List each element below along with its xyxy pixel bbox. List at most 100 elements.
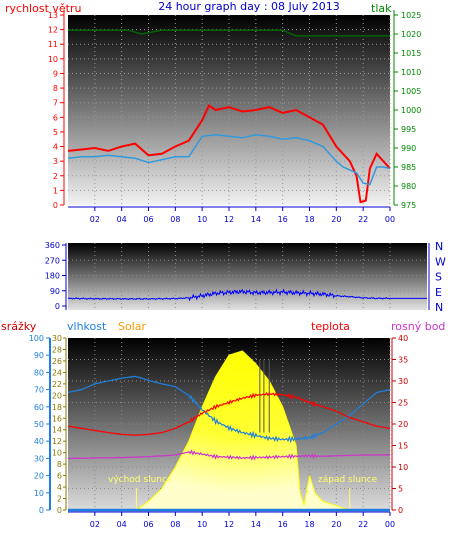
chart1-left-label: rychlost větru: [5, 2, 81, 15]
chart3-temperature-tick-label: 10: [398, 463, 408, 472]
chart3-temperature-tick-label: 0: [398, 506, 403, 515]
chart1-right-tick-label: 985: [401, 163, 416, 172]
chart3-rain-tick-label: 20: [34, 472, 44, 481]
chart3-x-tick-label: 08: [170, 520, 180, 529]
chart3-x-tick-label: 00: [385, 520, 395, 529]
chart3-x-tick-label: 04: [117, 520, 127, 529]
chart3-x-tick-label: 10: [197, 520, 207, 529]
chart3-humidity-tick-label: 14: [52, 426, 62, 435]
chart3-rain-tick-label: 30: [34, 454, 44, 463]
chart1-pressure-axis: 975 980 985 990 995 1000 1005 1010 1015 1020 1025: [393, 10, 421, 210]
chart3-temperature-label: teplota: [311, 320, 350, 333]
chart3-temperature-tick-label: 40: [398, 334, 408, 343]
chart3-rain-tick-label: 100: [29, 334, 44, 343]
chart1-left-tick-label: 10: [48, 55, 58, 64]
chart3-time-axis: 02 04 06 08 10 12 14 16 18 20 22 00: [68, 511, 395, 529]
chart3-humidity-tick-label: 4: [57, 483, 62, 492]
chart2-left-tick-label: 0: [55, 302, 60, 311]
chart3-humidity-tick-label: 2: [57, 495, 62, 504]
chart3-temperature-tick-label: 35: [398, 356, 408, 365]
compass-label: N: [435, 240, 443, 253]
chart1-time-axis: 02 04 06 08 10 12 14 16 18 20 22 00: [68, 206, 395, 224]
sunrise-annotation: východ slunce: [108, 475, 173, 485]
chart3-rain-tick-label: 70: [34, 386, 44, 395]
chart1-x-tick-label: 00: [385, 215, 395, 224]
chart1-left-tick-label: 0: [53, 201, 58, 210]
compass-label: W: [435, 255, 446, 268]
pressure-line: [68, 29, 390, 37]
chart2-left-tick-label: 270: [45, 256, 60, 265]
chart1-x-tick-label: 12: [224, 215, 234, 224]
chart1-plot-bg: [68, 15, 390, 205]
chart3-humidity-tick-label: 22: [52, 380, 62, 389]
chart1-x-tick-label: 08: [170, 215, 180, 224]
chart1-left-tick-label: 12: [48, 26, 58, 35]
chart3-rain-tick-label: 10: [34, 489, 44, 498]
chart3-humidity-tick-label: 6: [57, 472, 62, 481]
chart3-humidity-tick-label: 12: [52, 437, 62, 446]
compass-label: E: [435, 286, 442, 299]
chart2-wind-direction-axis: 0 90 180 270 360: [45, 241, 67, 311]
chart1-right-tick-label: 1010: [401, 68, 421, 77]
chart1-right-tick-label: 1020: [401, 30, 421, 39]
chart3-x-tick-label: 12: [224, 520, 234, 529]
chart1-x-tick-label: 18: [304, 215, 314, 224]
chart1-x-tick-label: 04: [117, 215, 127, 224]
chart1-left-tick-label: 2: [53, 172, 58, 181]
chart2-left-tick-label: 90: [50, 287, 60, 296]
chart3-humidity-tick-label: 10: [52, 449, 62, 458]
dewpoint-line: [67, 449, 391, 461]
chart3-x-tick-label: 18: [304, 520, 314, 529]
chart1-x-tick-label: 22: [358, 215, 368, 224]
chart1-x-tick-label: 02: [90, 215, 100, 224]
chart3-temperature-axis: 0 5 10 15 20 25 30 35 40: [391, 334, 408, 515]
chart2-left-tick-label: 360: [45, 241, 60, 250]
sunset-annotation: západ slunce: [318, 475, 378, 485]
chart1-left-tick-label: 4: [53, 143, 58, 152]
chart3-temperature-tick-label: 5: [398, 485, 403, 494]
chart1-x-tick-label: 14: [251, 215, 261, 224]
chart1-right-label: tlak: [371, 2, 392, 15]
chart1-left-tick-label: 9: [53, 69, 58, 78]
chart3-solar-label: Solar: [118, 320, 147, 333]
chart3-humidity-label: vlhkost: [67, 320, 107, 333]
chart3-rain-tick-label: 40: [34, 437, 44, 446]
chart3-x-tick-label: 02: [90, 520, 100, 529]
chart3-humidity-tick-label: 8: [57, 460, 62, 469]
chart1-right-tick-label: 995: [401, 125, 416, 134]
chart1-series: [67, 29, 391, 204]
chart1-right-tick-label: 1015: [401, 49, 421, 58]
chart3-humidity-tick-label: 18: [52, 403, 62, 412]
chart3-humidity-tick-label: 26: [52, 357, 62, 366]
chart1-left-tick-label: 5: [53, 128, 58, 137]
temperature-line: [67, 391, 391, 436]
chart3-rain-label: srážky: [1, 320, 37, 333]
chart1-x-tick-label: 16: [278, 215, 288, 224]
wind-direction-line: [67, 288, 391, 302]
chart3-humidity-tick-label: 28: [52, 345, 62, 354]
chart3-rain-tick-label: 0: [39, 506, 44, 515]
compass-label: S: [435, 271, 442, 284]
chart1-right-tick-label: 1005: [401, 87, 421, 96]
chart3-x-tick-label: 06: [143, 520, 153, 529]
chart1-left-tick-label: 6: [53, 113, 58, 122]
chart3-temperature-tick-label: 15: [398, 442, 408, 451]
chart3-humidity-tick-label: 24: [52, 368, 62, 377]
chart1-right-tick-label: 990: [401, 144, 416, 153]
chart3-x-tick-label: 20: [331, 520, 341, 529]
chart1-left-tick-label: 13: [48, 11, 58, 20]
chart3-x-tick-label: 22: [358, 520, 368, 529]
wind-gust-line: [67, 104, 391, 204]
chart1-x-tick-label: 20: [331, 215, 341, 224]
chart3-humidity-tick-label: 30: [52, 334, 62, 343]
chart3-rain-tick-label: 90: [34, 351, 44, 360]
humidity-line: [67, 375, 391, 444]
chart1-right-tick-label: 980: [401, 182, 416, 191]
chart1-right-tick-label: 1000: [401, 106, 421, 115]
chart3-humidity-tick-label: 20: [52, 391, 62, 400]
